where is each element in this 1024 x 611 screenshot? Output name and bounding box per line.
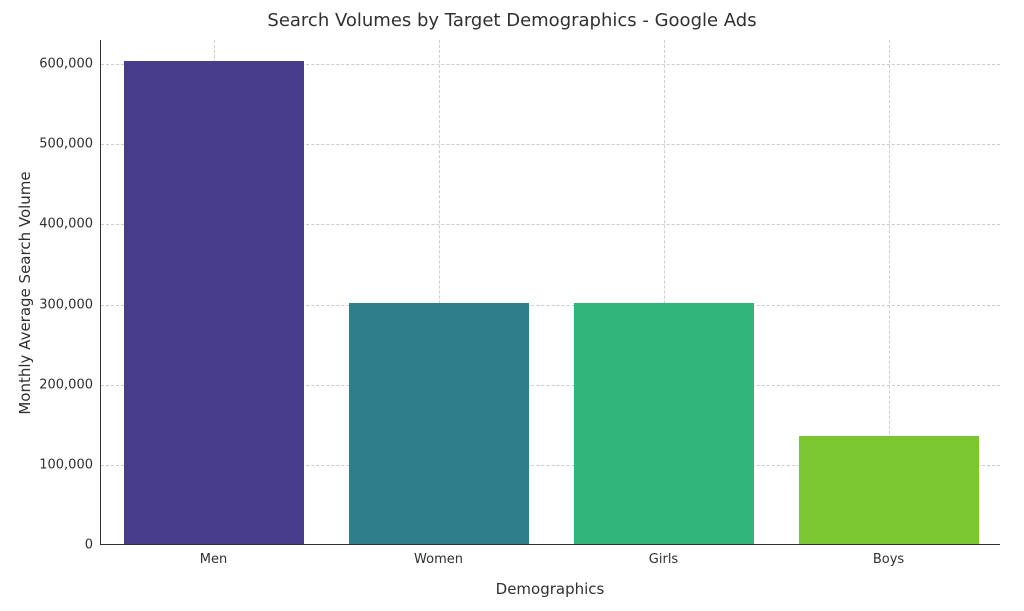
y-axis-label: Monthly Average Search Volume (16, 171, 34, 414)
y-tick-label: 400,000 (39, 217, 101, 232)
y-tick-label: 500,000 (39, 137, 101, 152)
x-tick-label: Women (414, 544, 463, 567)
y-tick-label: 200,000 (39, 377, 101, 392)
x-tick-label: Girls (649, 544, 678, 567)
y-tick-label: 0 (85, 538, 101, 553)
bar (124, 61, 304, 544)
plot-area: 0100,000200,000300,000400,000500,000600,… (100, 40, 1000, 545)
x-tick-label: Men (200, 544, 227, 567)
chart-title: Search Volumes by Target Demographics - … (0, 10, 1024, 31)
bar (799, 436, 979, 544)
x-axis-label: Demographics (496, 580, 605, 598)
y-tick-label: 100,000 (39, 457, 101, 472)
y-tick-label: 300,000 (39, 297, 101, 312)
chart-container: Search Volumes by Target Demographics - … (0, 0, 1024, 611)
bar (349, 303, 529, 544)
y-tick-label: 600,000 (39, 57, 101, 72)
x-tick-label: Boys (873, 544, 904, 567)
bar (574, 303, 754, 544)
